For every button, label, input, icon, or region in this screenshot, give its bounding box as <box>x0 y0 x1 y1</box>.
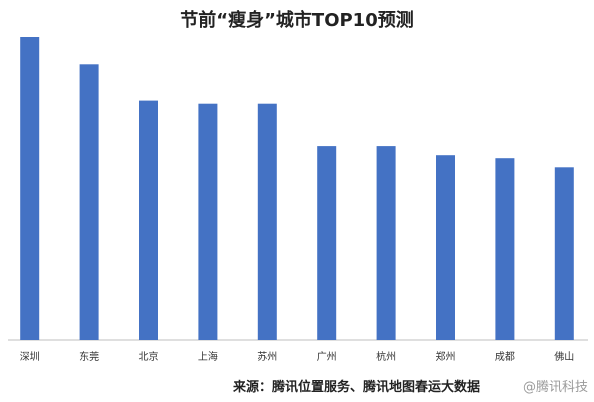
bar-5 <box>257 103 277 340</box>
bar-6 <box>317 146 337 340</box>
x-tick-label-3: 北京 <box>139 350 159 363</box>
chart-title: 节前“瘦身”城市TOP10预测 <box>180 9 413 31</box>
x-tick-label-7: 杭州 <box>376 350 396 363</box>
bar-4 <box>198 103 218 340</box>
x-tick-label-10: 佛山 <box>554 350 574 363</box>
bars-group <box>20 37 574 341</box>
bar-2 <box>79 64 99 341</box>
bar-1 <box>20 37 40 340</box>
x-tick-label-8: 郑州 <box>436 350 456 363</box>
x-tick-label-9: 成都 <box>495 351 515 363</box>
x-tick-label-6: 广州 <box>317 351 337 363</box>
source-note: 来源：腾讯位置服务、腾讯地图春运大数据 <box>232 379 480 395</box>
x-tick-label-4: 上海 <box>198 350 218 363</box>
x-tick-labels: 深圳 东莞 北京 上海 苏州 广州 杭州 郑州 成都 佛山 <box>20 350 575 363</box>
bar-7 <box>376 146 396 340</box>
bar-3 <box>139 100 158 340</box>
bar-8 <box>436 155 455 340</box>
bar-10 <box>554 167 574 340</box>
watermark: @腾讯科技 <box>523 379 588 395</box>
x-tick-label-1: 深圳 <box>20 351 40 363</box>
x-tick-label-5: 苏州 <box>257 350 277 363</box>
x-tick-label-2: 东莞 <box>79 350 99 363</box>
bar-9 <box>495 158 515 340</box>
